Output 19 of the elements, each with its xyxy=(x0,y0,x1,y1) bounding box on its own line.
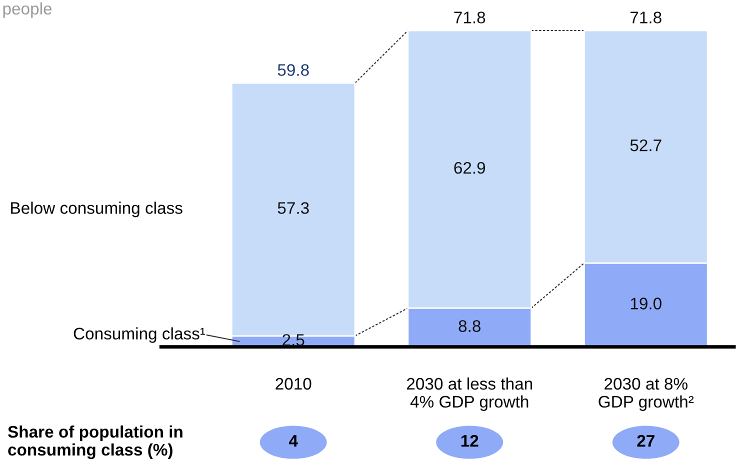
data-label: 57.3 xyxy=(278,202,309,214)
data-label: 52.7 xyxy=(630,139,662,152)
x-tick-label: 2010 xyxy=(276,378,312,390)
total-label: 71.8 xyxy=(630,12,662,24)
total-label: 59.8 xyxy=(278,64,309,76)
x-tick-label: 2030 at 8% GDP growth² xyxy=(598,378,694,411)
text: 27 xyxy=(637,434,654,447)
text: 12 xyxy=(461,434,478,447)
data-label: 19.0 xyxy=(630,298,662,310)
text: 4 xyxy=(288,435,298,447)
text: Share of population in consuming class (%) xyxy=(8,425,182,460)
x-tick-label: 2030 at less than 4% GDP growth xyxy=(406,377,532,411)
data-label: 62.9 xyxy=(454,162,486,174)
text: people xyxy=(3,2,52,18)
data-label: 2.5 xyxy=(282,334,304,346)
text: Below consuming class xyxy=(11,202,182,218)
data-label: 8.8 xyxy=(458,320,480,332)
series-label: Consuming class¹ xyxy=(74,327,206,343)
total-label: 71.8 xyxy=(454,12,486,24)
